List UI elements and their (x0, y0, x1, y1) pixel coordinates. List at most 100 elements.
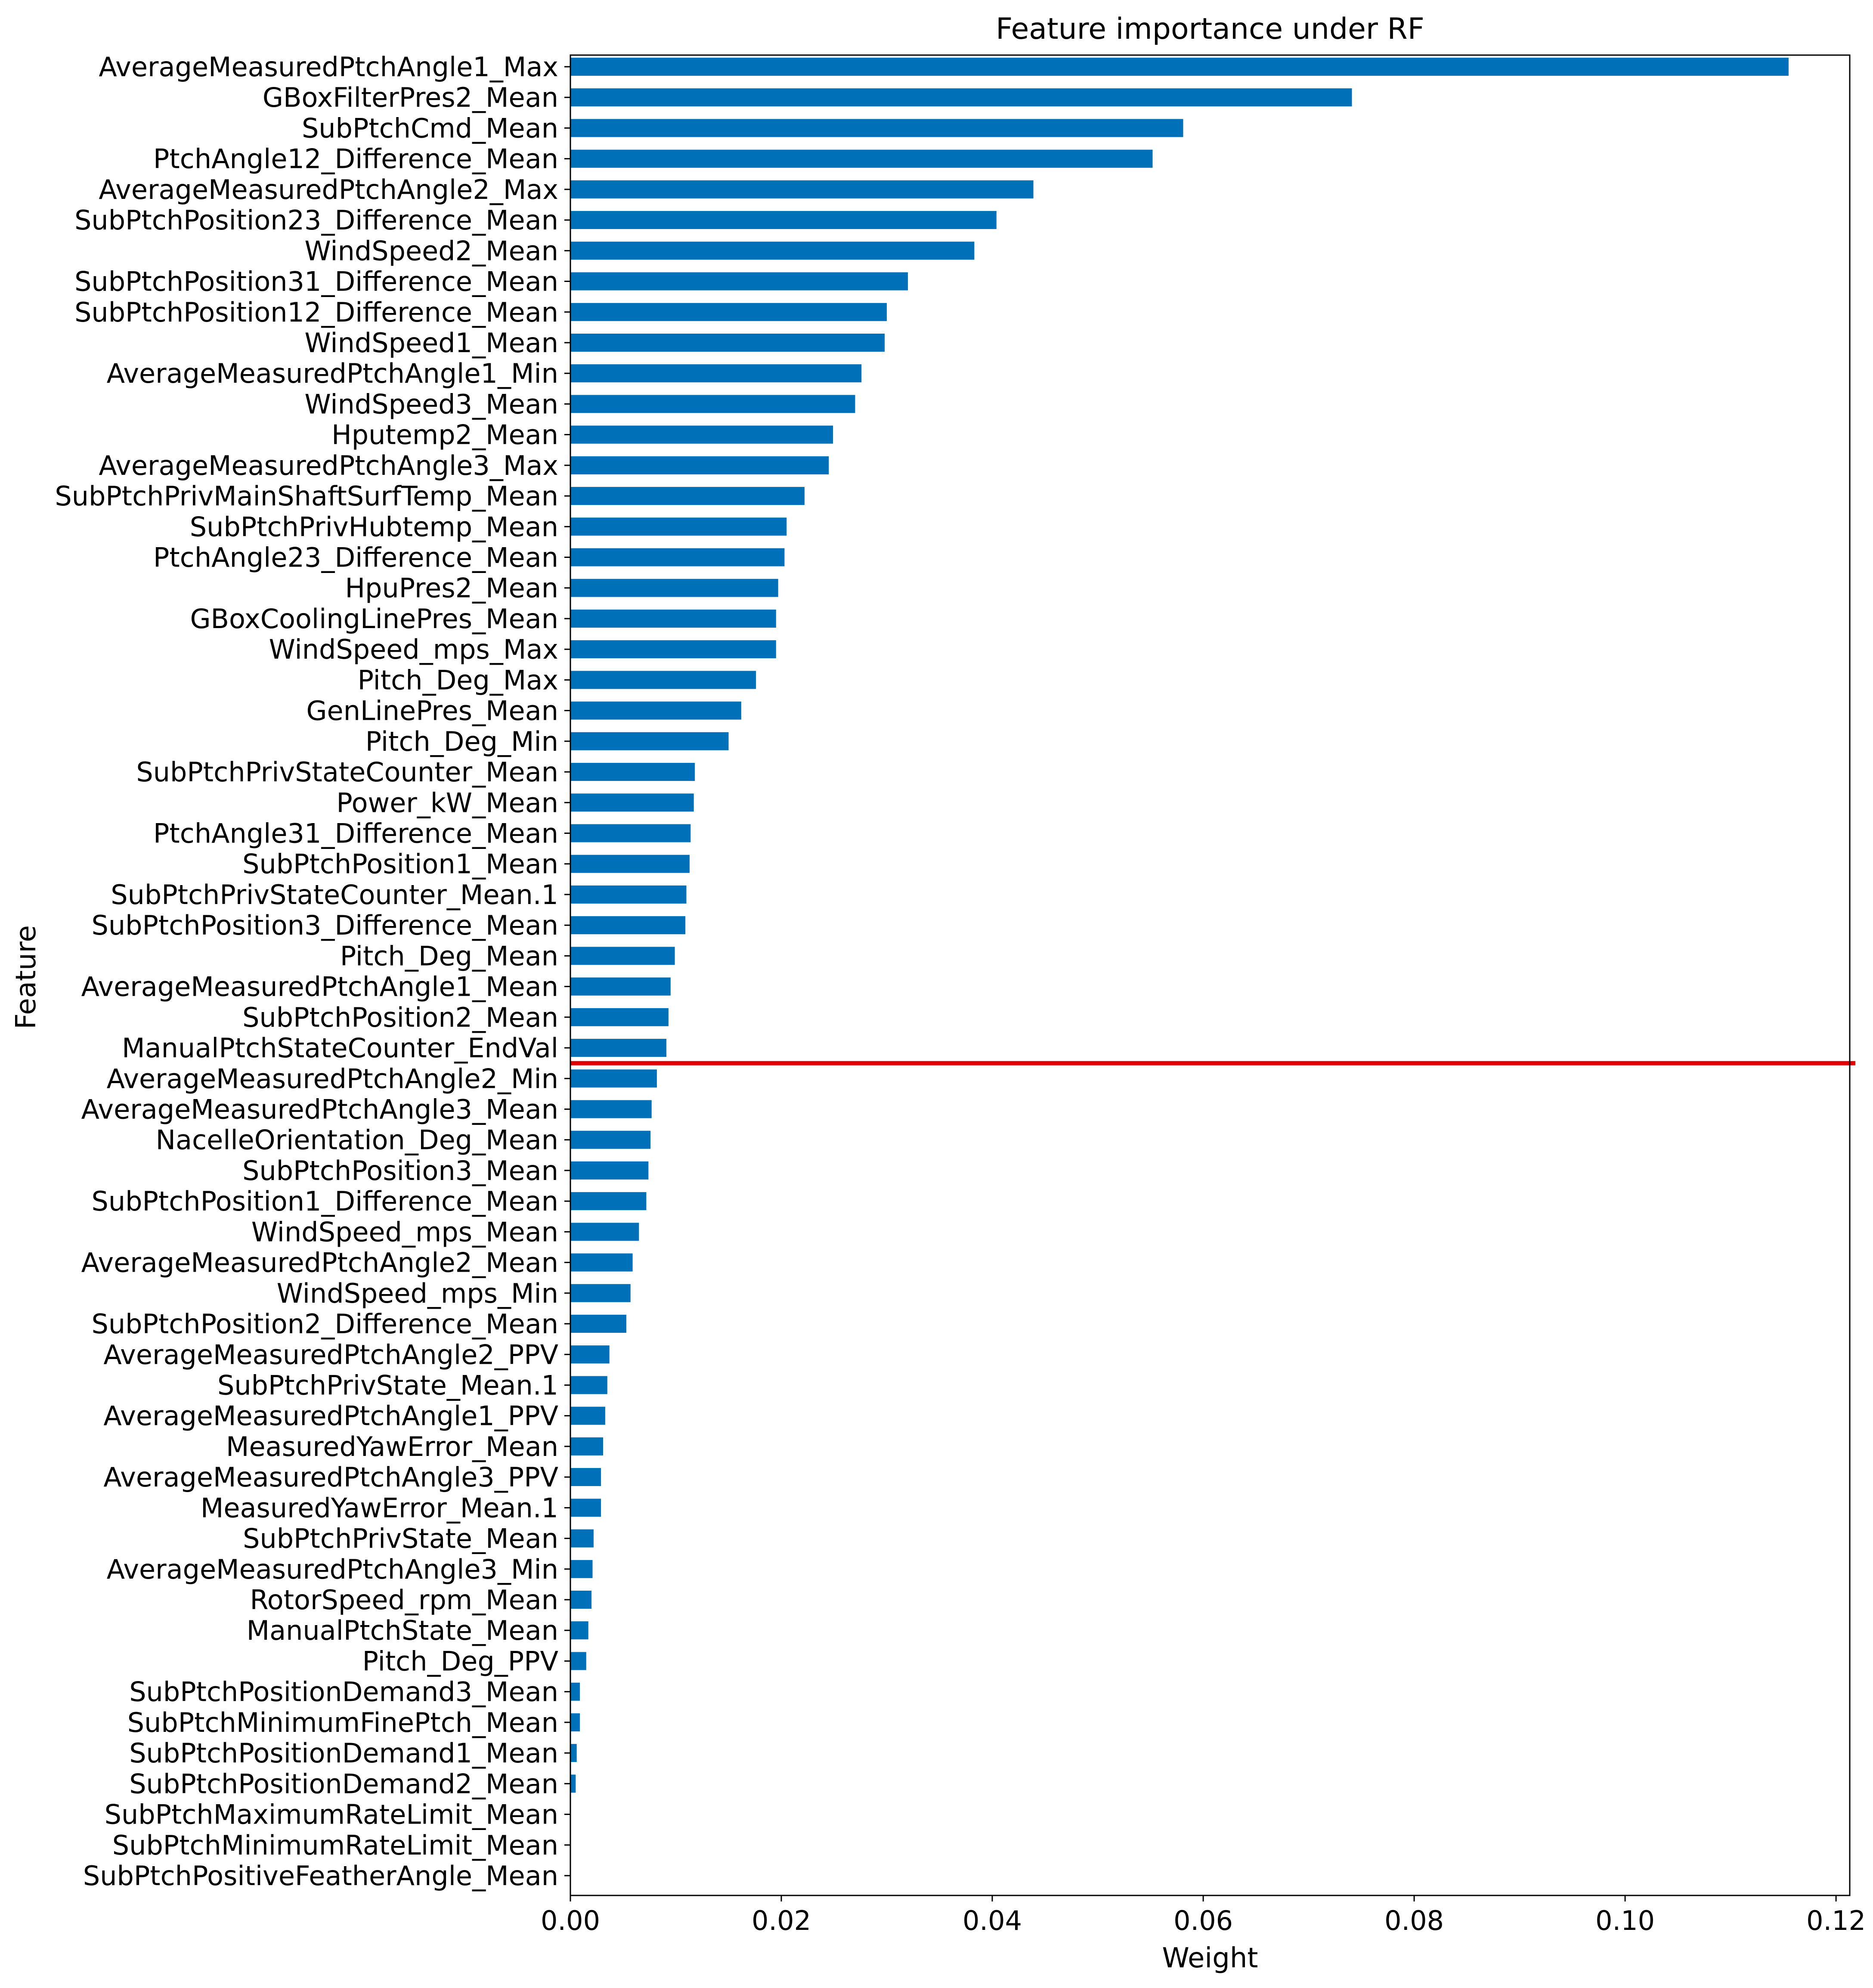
category-label: WindSpeed_mps_Mean (251, 1216, 558, 1248)
category-label: AverageMeasuredPtchAngle3_Mean (81, 1094, 558, 1125)
bar (570, 610, 776, 628)
category-label: AverageMeasuredPtchAngle1_Min (107, 358, 558, 389)
bar (570, 1406, 605, 1425)
bar (570, 1345, 610, 1364)
plot-frame (570, 54, 1851, 1896)
bar (570, 1713, 580, 1731)
chart-title: Feature importance under RF (996, 12, 1424, 46)
x-axis-label: Weight (1162, 1942, 1258, 1974)
bar (570, 58, 1789, 76)
category-label: SubPtchMinimumFinePtch_Mean (127, 1707, 558, 1738)
category-label: SubPtchMinimumRateLimit_Mean (112, 1830, 558, 1861)
bar (570, 732, 729, 750)
bar (570, 824, 691, 842)
x-tick-label: 0.02 (752, 1905, 811, 1936)
category-label: NacelleOrientation_Deg_Mean (156, 1124, 558, 1156)
category-label: SubPtchPositiveFeatherAngle_Mean (83, 1860, 558, 1892)
category-label: SubPtchPosition1_Difference_Mean (92, 1186, 559, 1217)
category-label: Pitch_Deg_Mean (340, 940, 558, 972)
bar (570, 149, 1153, 168)
bar (570, 1100, 652, 1118)
bar (570, 364, 862, 383)
category-label: SubPtchPrivState_Mean.1 (217, 1370, 558, 1401)
category-label: Pitch_Deg_Max (358, 664, 558, 696)
category-label: HpuPres2_Mean (345, 573, 558, 604)
y-ticks (564, 66, 570, 1877)
x-tick-label: 0.12 (1806, 1905, 1866, 1936)
bar (570, 425, 833, 444)
bar (570, 517, 787, 536)
category-label: WindSpeed_mps_Max (269, 634, 558, 665)
category-label: WindSpeed3_Mean (304, 388, 558, 420)
bar (570, 1161, 649, 1180)
category-label: AverageMeasuredPtchAngle1_PPV (103, 1400, 558, 1432)
bar (570, 272, 908, 291)
category-label: ManualPtchStateCounter_EndVal (122, 1032, 558, 1064)
category-label: WindSpeed1_Mean (304, 327, 558, 359)
bar (570, 1315, 626, 1333)
category-label: AverageMeasuredPtchAngle1_Max (99, 51, 558, 83)
category-label: SubPtchPosition31_Difference_Mean (74, 266, 558, 297)
bar (570, 242, 975, 260)
x-tick-label: 0.10 (1595, 1905, 1655, 1936)
category-label: SubPtchPrivStateCounter_Mean.1 (111, 879, 558, 910)
bar (570, 1039, 666, 1057)
x-tick-label: 0.06 (1173, 1905, 1233, 1936)
x-tick-label: 0.04 (963, 1905, 1022, 1936)
x-axis-ticks: 0.00 0.02 0.04 0.06 0.08 0.10 0.12 (541, 1895, 1866, 1936)
bar (570, 456, 829, 474)
bar (570, 88, 1352, 107)
bar (570, 1529, 594, 1548)
bar (570, 1774, 576, 1793)
bar (570, 793, 694, 812)
category-label: SubPtchPosition1_Mean (242, 848, 558, 880)
category-label: SubPtchPosition3_Mean (242, 1155, 558, 1186)
category-label: SubPtchMaximumRateLimit_Mean (105, 1799, 558, 1830)
category-label: SubPtchPosition3_Difference_Mean (92, 910, 559, 941)
category-label: Pitch_Deg_Min (365, 726, 558, 757)
category-label: MeasuredYawError_Mean (226, 1431, 558, 1462)
bar (570, 1376, 607, 1394)
category-label: SubPtchPosition2_Mean (242, 1002, 558, 1033)
bar (570, 671, 756, 689)
category-label: SubPtchPosition12_Difference_Mean (74, 297, 558, 328)
bar (570, 395, 855, 413)
bar (570, 947, 675, 965)
x-tick-label: 0.00 (541, 1905, 600, 1936)
category-label: SubPtchPosition2_Difference_Mean (92, 1308, 559, 1340)
category-label: SubPtchPrivState_Mean (243, 1523, 558, 1554)
category-label: SubPtchPrivStateCounter_Mean (136, 756, 558, 788)
bar (570, 763, 695, 781)
bar (570, 548, 785, 567)
bar (570, 1437, 603, 1455)
bar (570, 1130, 651, 1149)
bar (570, 1008, 669, 1026)
category-label: AverageMeasuredPtchAngle3_Min (107, 1554, 558, 1585)
category-label: ManualPtchState_Mean (247, 1615, 558, 1646)
category-label: AverageMeasuredPtchAngle2_Mean (81, 1247, 558, 1279)
bar (570, 1591, 591, 1609)
category-label: Power_kW_Mean (336, 787, 558, 818)
bar (570, 1468, 601, 1486)
x-tick-label: 0.08 (1384, 1905, 1444, 1936)
bar (570, 1284, 631, 1302)
category-label: GenLinePres_Mean (306, 695, 559, 727)
category-label: SubPtchPositionDemand3_Mean (129, 1676, 558, 1708)
category-label: GBoxFilterPres2_Mean (263, 82, 558, 113)
category-label: PtchAngle31_Difference_Mean (153, 818, 558, 849)
category-label: AverageMeasuredPtchAngle2_Min (107, 1063, 558, 1094)
bar (570, 885, 687, 904)
bar (570, 855, 690, 873)
category-label: Hputemp2_Mean (331, 419, 558, 451)
category-label: SubPtchPrivHubtemp_Mean (190, 511, 558, 542)
bar (570, 916, 686, 935)
bar (570, 1682, 580, 1701)
bar (570, 701, 741, 720)
bar (570, 1253, 633, 1272)
bar (570, 119, 1183, 137)
bar (570, 977, 671, 996)
bar (570, 1223, 639, 1241)
category-label: MeasuredYawError_Mean.1 (201, 1492, 558, 1524)
